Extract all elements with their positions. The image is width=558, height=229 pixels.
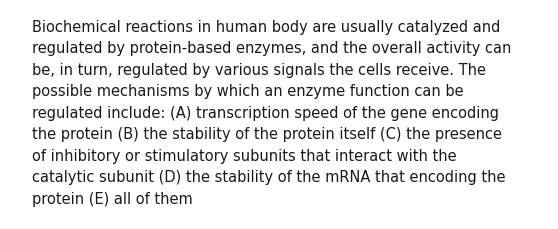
Text: catalytic subunit (D) the stability of the mRNA that encoding the: catalytic subunit (D) the stability of t… — [32, 170, 506, 185]
Text: the protein (B) the stability of the protein itself (C) the presence: the protein (B) the stability of the pro… — [32, 127, 502, 142]
Text: possible mechanisms by which an enzyme function can be: possible mechanisms by which an enzyme f… — [32, 84, 464, 99]
Text: be, in turn, regulated by various signals the cells receive. The: be, in turn, regulated by various signal… — [32, 63, 486, 78]
Text: regulated include: (A) transcription speed of the gene encoding: regulated include: (A) transcription spe… — [32, 106, 499, 120]
Text: of inhibitory or stimulatory subunits that interact with the: of inhibitory or stimulatory subunits th… — [32, 148, 456, 163]
Text: Biochemical reactions in human body are usually catalyzed and: Biochemical reactions in human body are … — [32, 20, 501, 35]
Text: protein (E) all of them: protein (E) all of them — [32, 191, 193, 206]
Text: regulated by protein-based enzymes, and the overall activity can: regulated by protein-based enzymes, and … — [32, 41, 511, 56]
